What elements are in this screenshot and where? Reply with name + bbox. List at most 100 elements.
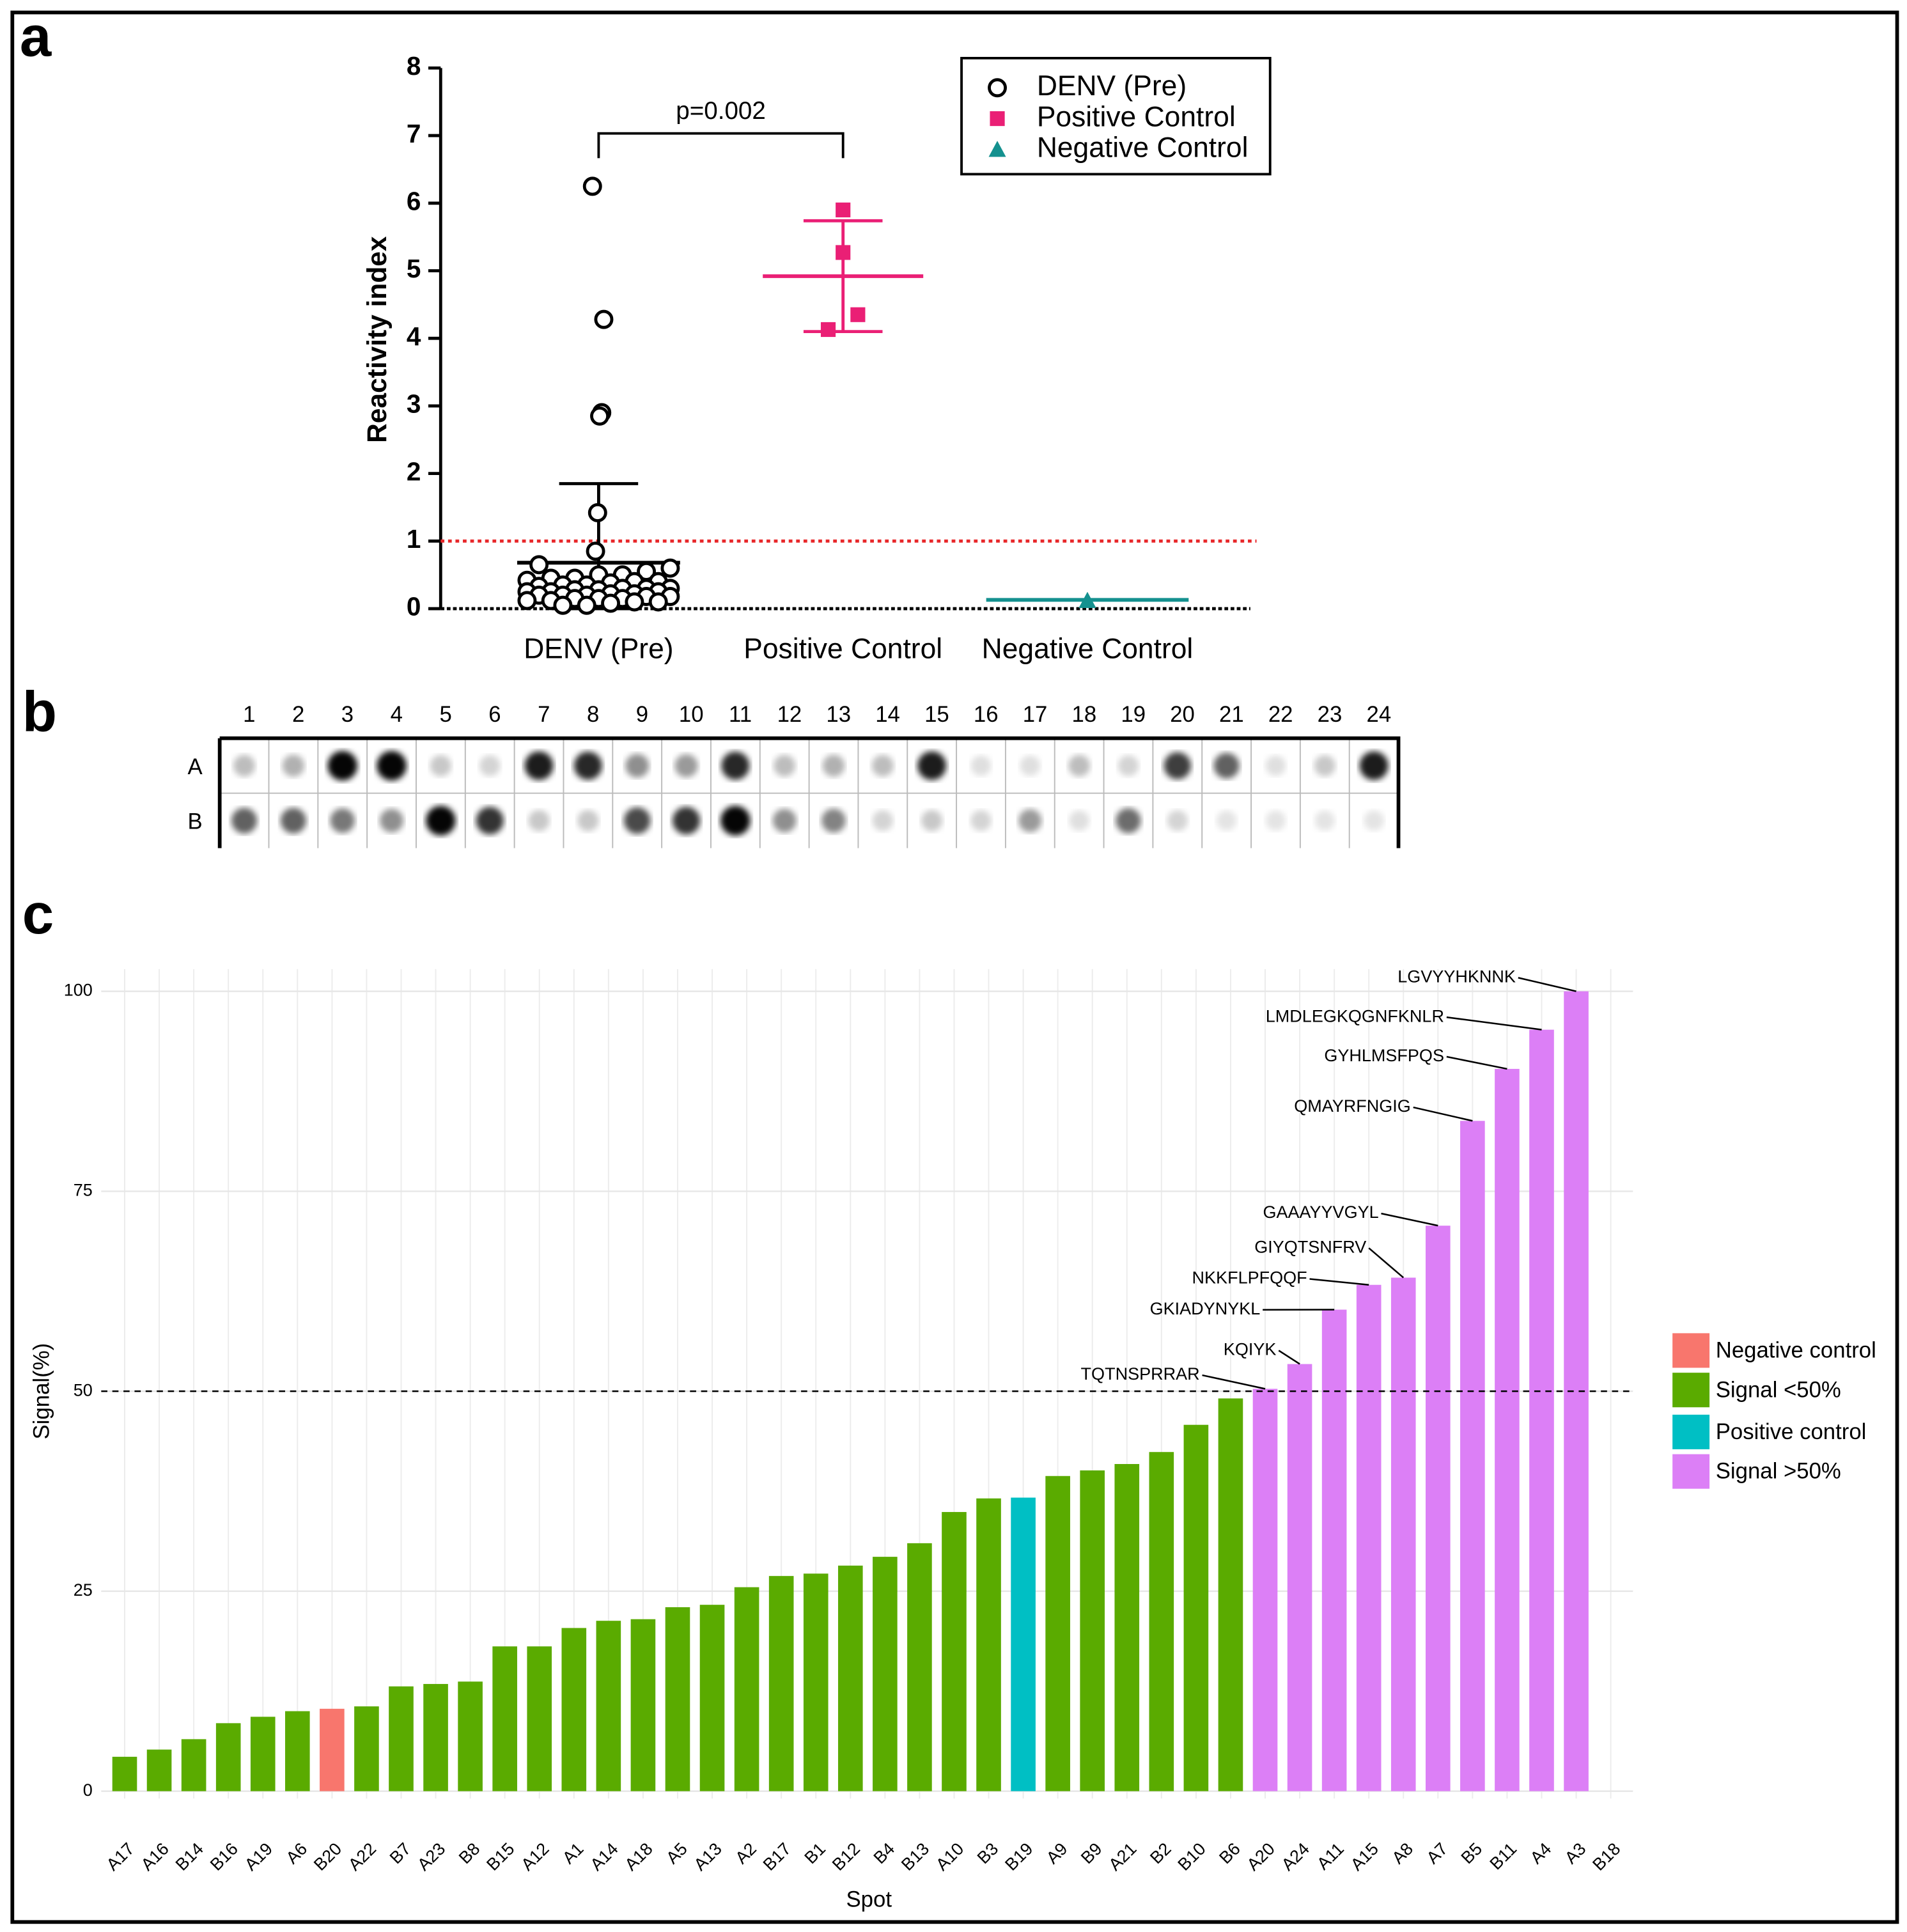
- x-tick-label: DENV (Pre): [524, 633, 673, 664]
- annotation: GIYQTSNFRV: [1254, 1237, 1366, 1256]
- y-tick-label: 0: [407, 592, 421, 621]
- bar: [389, 1686, 414, 1791]
- bar: [181, 1739, 206, 1791]
- legend-swatch: [1672, 1333, 1710, 1368]
- leader-line: [1278, 1350, 1300, 1365]
- spot: [1069, 810, 1089, 831]
- column-label: 18: [1072, 703, 1097, 727]
- column-label: 21: [1219, 703, 1244, 727]
- leader-line: [1202, 1374, 1266, 1390]
- y-tick-label: 1: [407, 524, 421, 554]
- point: [648, 592, 668, 612]
- column-label: 14: [875, 703, 900, 727]
- bar: [1495, 1068, 1520, 1791]
- column-label: 4: [391, 703, 403, 727]
- legend-label: Negative control: [1716, 1339, 1876, 1363]
- point: [660, 558, 680, 578]
- spot: [524, 751, 554, 781]
- point: [820, 322, 836, 338]
- bar: [976, 1498, 1001, 1791]
- bar: [527, 1646, 552, 1791]
- legend-label: Negative Control: [1037, 132, 1249, 164]
- row-label: B: [187, 810, 202, 834]
- point: [577, 595, 596, 615]
- bar: [1218, 1398, 1243, 1791]
- y-tick-label: 75: [74, 1181, 93, 1200]
- bar: [561, 1628, 587, 1791]
- column-label: 15: [924, 703, 949, 727]
- spot: [921, 810, 943, 832]
- spot: [479, 755, 501, 776]
- bar: [768, 1576, 794, 1791]
- spot: [1265, 810, 1286, 831]
- legend-label: DENV (Pre): [1037, 70, 1187, 102]
- annotation: LMDLEGKQGNFKNLR: [1266, 1006, 1444, 1025]
- spot: [1020, 755, 1041, 776]
- leader-line: [1446, 1056, 1507, 1070]
- column-label: 23: [1318, 703, 1343, 727]
- bar: [1183, 1424, 1209, 1791]
- spot: [1314, 810, 1335, 831]
- bracket: [597, 132, 845, 159]
- bar: [250, 1717, 276, 1791]
- spot: [1018, 809, 1042, 832]
- spot: [970, 810, 992, 831]
- point: [588, 502, 607, 522]
- spot: [970, 755, 992, 776]
- spot: [528, 810, 550, 832]
- spot: [426, 806, 456, 836]
- spot: [1314, 755, 1335, 777]
- y-tick-label: 50: [74, 1380, 93, 1399]
- bar: [665, 1607, 690, 1791]
- bar: [1460, 1121, 1485, 1791]
- point: [529, 555, 549, 575]
- legend-marker: [988, 141, 1006, 157]
- column-label: 1: [243, 703, 255, 727]
- legend-swatch: [1672, 1454, 1710, 1489]
- spot: [625, 754, 650, 778]
- panel-label: c: [22, 882, 54, 946]
- spot: [1164, 752, 1192, 779]
- point: [601, 593, 621, 613]
- y-tick-label: 8: [407, 51, 421, 81]
- leader-line: [1368, 1247, 1405, 1279]
- bar: [1356, 1284, 1382, 1791]
- spot: [377, 751, 407, 781]
- spot: [721, 751, 750, 780]
- column-label: 9: [636, 703, 648, 727]
- spot: [1213, 752, 1240, 779]
- spot: [674, 754, 698, 777]
- spot: [872, 810, 894, 831]
- spot: [1068, 754, 1091, 777]
- bar: [873, 1557, 898, 1791]
- leader-line: [1309, 1278, 1369, 1286]
- bar: [492, 1646, 517, 1791]
- spot: [917, 751, 947, 781]
- spot: [1116, 807, 1141, 834]
- spot: [577, 810, 599, 832]
- column-label: 20: [1170, 703, 1195, 727]
- bar: [942, 1512, 967, 1791]
- leader-line: [1446, 1016, 1542, 1031]
- spot: [623, 807, 651, 834]
- column-label: 3: [341, 703, 354, 727]
- spot: [430, 755, 452, 777]
- spot: [282, 754, 305, 777]
- bar: [1114, 1463, 1140, 1791]
- bar: [1045, 1476, 1070, 1791]
- y-tick-label: 100: [64, 981, 93, 1000]
- spot: [476, 807, 504, 835]
- y-tick-label: 4: [407, 322, 421, 351]
- y-tick-label: 5: [407, 254, 421, 283]
- x-axis-title: Spot: [846, 1888, 892, 1912]
- spot: [327, 751, 357, 781]
- column-label: 11: [729, 703, 752, 727]
- x-tick-label: Positive Control: [743, 633, 942, 664]
- leader-line: [1518, 977, 1576, 992]
- bar: [320, 1708, 345, 1791]
- leader-line: [1413, 1106, 1473, 1122]
- point: [836, 245, 851, 260]
- bar: [1252, 1389, 1278, 1791]
